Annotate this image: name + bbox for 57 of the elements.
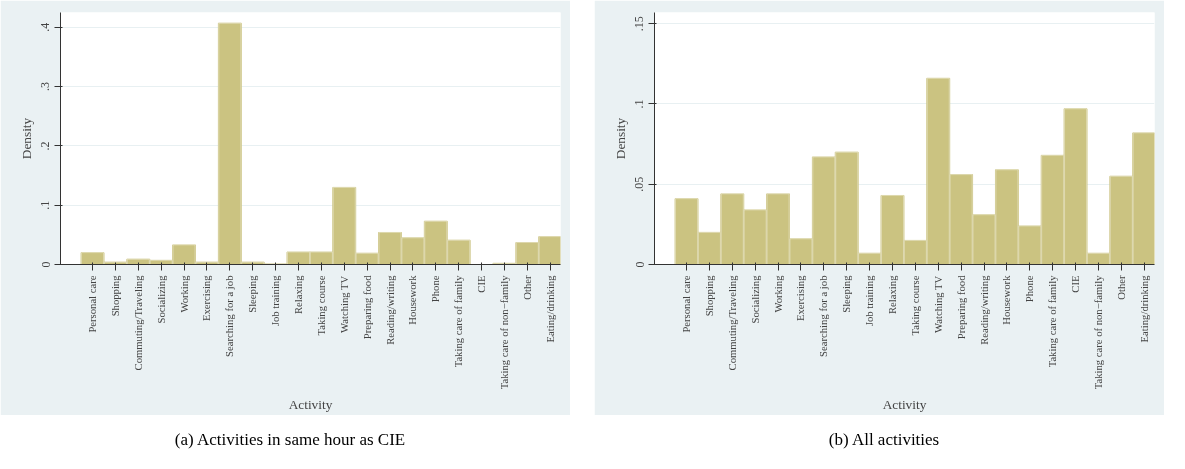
x-tick-label: Exercising [201, 274, 213, 322]
x-tick-label: Commuting/Traveling [132, 274, 144, 371]
x-tick-label: Housework [1001, 274, 1013, 325]
x-tick-label: Preparing food [361, 274, 373, 340]
y-tick-label: .2 [38, 141, 53, 151]
x-tick-label: Searching for a job [818, 275, 830, 357]
x-tick-label: Reading/writing [978, 274, 990, 345]
x-tick-label: Housework [407, 274, 419, 325]
x-axis-title: Activity [882, 397, 927, 413]
y-tick-label: 0 [632, 261, 647, 268]
x-tick-label: Eating/drinking [544, 274, 556, 343]
y-axis-title: Density [612, 117, 628, 160]
x-tick-label: Phone [430, 275, 442, 303]
x-tick-label: Taking course [909, 275, 921, 336]
x-tick-label: Personal care [87, 275, 99, 333]
y-axis-title: Density [18, 117, 34, 160]
y-tick-label: .4 [38, 22, 53, 32]
text: (a) Activities in same hour as CIE [174, 429, 406, 451]
x-tick-label: Watching TV [932, 275, 944, 333]
text: (b) All activities [828, 429, 940, 451]
x-tick-label: Other [521, 275, 533, 300]
x-tick-label: Taking care of family [453, 274, 465, 368]
x-tick-label: Phone [1024, 275, 1036, 303]
x-tick-label: CIE [1070, 275, 1082, 293]
x-tick-label: Searching for a job [224, 275, 236, 357]
x-tick-label: Sleeping [247, 274, 259, 313]
x-tick-label: Eating/drinking [1138, 274, 1150, 343]
y-tick-label: .1 [38, 200, 53, 210]
y-tick-label: .05 [632, 176, 647, 192]
x-tick-label: Other [1115, 275, 1127, 300]
y-tick-label: .15 [632, 16, 647, 32]
x-tick-label: Personal care [681, 275, 693, 333]
x-tick-label: Socializing [155, 274, 167, 324]
x-tick-label: Taking care of non−family [1092, 274, 1104, 390]
y-tick-label: .1 [632, 99, 647, 109]
y-tick-label: .3 [38, 82, 53, 92]
x-tick-label: Relaxing [886, 274, 898, 314]
x-tick-label: Commuting/Traveling [726, 274, 738, 371]
x-tick-label: Working [772, 274, 784, 313]
y-tick-label: 0 [38, 261, 53, 268]
x-tick-label: Taking care of non−family [498, 274, 510, 390]
x-tick-label: Job training [270, 274, 282, 327]
x-tick-label: Shopping [703, 274, 715, 317]
x-tick-label: Shopping [109, 274, 121, 317]
x-tick-label: Relaxing [292, 274, 304, 314]
x-tick-label: Exercising [795, 274, 807, 322]
x-tick-label: Reading/writing [384, 274, 396, 345]
x-tick-label: Socializing [749, 274, 761, 324]
x-tick-label: Sleeping [841, 274, 853, 313]
x-tick-label: Watching TV [338, 275, 350, 333]
x-tick-label: CIE [476, 275, 488, 293]
x-tick-label: Preparing food [955, 274, 967, 340]
x-tick-label: Taking course [315, 275, 327, 336]
x-axis-title: Activity [288, 397, 333, 413]
x-tick-label: Working [178, 274, 190, 313]
x-tick-label: Job training [864, 274, 876, 327]
x-tick-label: Taking care of family [1047, 274, 1059, 368]
